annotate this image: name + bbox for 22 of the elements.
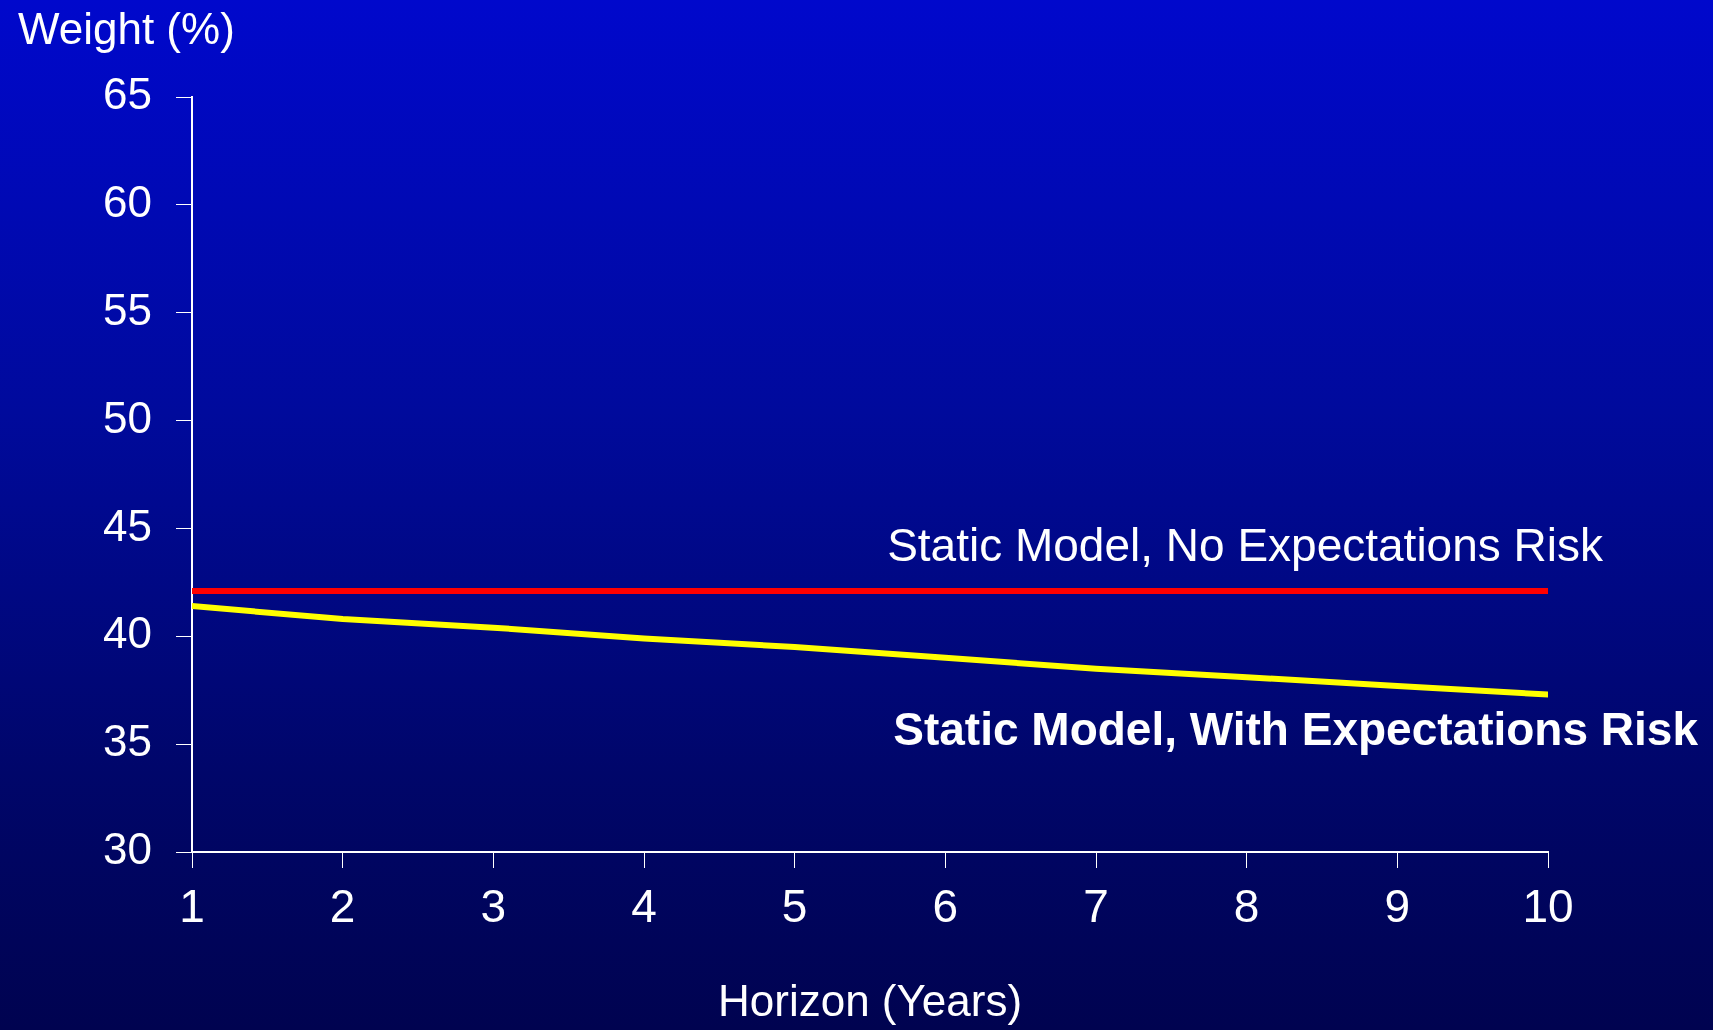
y-tick-label: 45	[103, 500, 152, 550]
y-tick-label: 40	[103, 608, 152, 658]
x-tick-label: 1	[179, 880, 205, 933]
x-tick-label: 10	[1522, 880, 1574, 933]
y-tick-label: 50	[103, 392, 152, 442]
y-tick-label: 65	[103, 69, 152, 119]
y-tick-label: 60	[103, 177, 152, 226]
x-tick-label: 5	[781, 880, 808, 933]
x-tick-label: 9	[1384, 880, 1411, 933]
x-tick-label: 7	[1083, 880, 1109, 933]
y-axis-title: Weight (%)	[18, 4, 235, 53]
x-tick-label: 8	[1233, 880, 1260, 933]
series-label: Static Model, No Expectations Risk	[887, 518, 1604, 571]
y-tick-label: 55	[103, 284, 152, 334]
series-label: Static Model, With Expectations Risk	[893, 702, 1699, 755]
y-tick-label: 35	[103, 716, 152, 766]
x-tick-label: 3	[480, 880, 507, 933]
y-tick-label: 30	[103, 824, 152, 874]
x-tick-label: 6	[932, 880, 959, 933]
x-axis-title: Horizon (Years)	[717, 975, 1023, 1025]
x-tick-label: 2	[329, 880, 356, 933]
x-tick-label: 4	[631, 880, 657, 933]
